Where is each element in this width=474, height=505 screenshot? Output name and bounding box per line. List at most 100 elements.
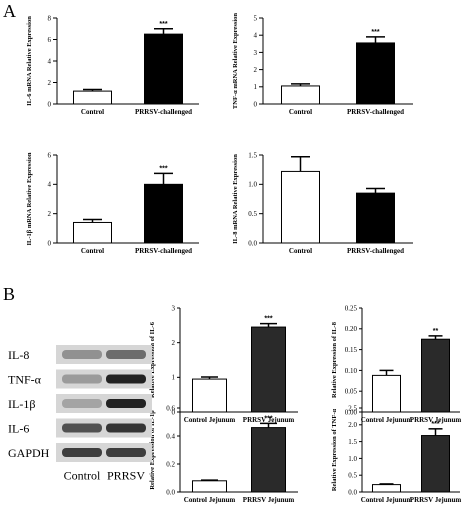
- blot-band: [106, 448, 146, 457]
- chart-il1b-jejunum: 0.0 0.2 0.4 0.6 Relative Expression of IL-1β…: [149, 404, 298, 504]
- blot-strip: [56, 345, 152, 364]
- significance-mark: ***: [159, 21, 167, 28]
- chart-il8-jejunum: 0.00 0.05 0.10 0.15 0.20 0.25 Relative Express…: [331, 304, 461, 424]
- blot-band: [62, 399, 102, 408]
- y-tick-label: 0: [48, 100, 52, 108]
- blot-row-label: GAPDH: [8, 446, 50, 460]
- category-label: PRRSV-challenged: [135, 247, 192, 255]
- bar: [372, 374, 401, 413]
- bar: [192, 378, 227, 413]
- blot-strip: [56, 394, 152, 413]
- y-tick-label: 2: [172, 339, 176, 347]
- western-blot: IL-8 TNF-α IL-1β IL-6 GAPDH Control PRRSV: [8, 345, 152, 483]
- y-axis-label: IL-8 mRNA Relative Expression: [232, 154, 239, 244]
- y-tick-label: 8: [48, 14, 52, 22]
- category-label: Control: [81, 247, 104, 255]
- category-label: PRRSV-challenged: [135, 108, 192, 116]
- significance-mark: **: [433, 328, 439, 335]
- y-tick-label: 2: [48, 79, 52, 87]
- y-axis-label: Relative Expression of TNF-α: [331, 408, 338, 491]
- chart-tnfa-jejunum: 0.0 0.5 1.0 1.5 2.0 2.5 Relative Expression of…: [331, 404, 461, 504]
- y-tick-label: 1: [254, 83, 258, 91]
- y-tick-label: 4: [254, 32, 258, 40]
- y-tick-label: 0.15: [345, 346, 358, 354]
- y-tick-label: 0.10: [345, 367, 358, 375]
- chart-il8-mrna: 0.0 0.5 1.0 1.5 IL-8 mRNA Relative Expressio…: [232, 151, 413, 255]
- blot-strip: [56, 369, 152, 389]
- blot-band: [106, 423, 146, 433]
- y-tick-label: 2.5: [348, 404, 357, 412]
- blot-band: [62, 423, 102, 433]
- y-tick-label: 2.0: [348, 421, 357, 429]
- bar: [356, 192, 395, 244]
- y-tick-label: 0.6: [166, 404, 175, 412]
- y-tick-label: 0.2: [166, 460, 175, 468]
- bar: [356, 42, 395, 105]
- y-tick-label: 4: [48, 181, 52, 189]
- blot-strip: [56, 443, 152, 462]
- panel-letter-b: B: [3, 284, 15, 304]
- chart-il1b-mrna: 0 2 4 6 IL-1β mRNA Relative Expression Contro…: [26, 151, 199, 255]
- significance-mark: ***: [264, 415, 272, 422]
- y-tick-label: 0.0: [248, 239, 257, 247]
- y-tick-label: 0.0: [166, 488, 175, 496]
- y-tick-label: 1.0: [348, 455, 357, 463]
- chart-il6-mrna: 0 2 4 6 8 IL-6 mRNA Relative Expression Contro…: [26, 14, 199, 116]
- chart-tnfa-mrna: 0 1 2 3 4 5 TNF-α mRNA Relative Expression Cont…: [232, 13, 413, 116]
- bar: [372, 484, 401, 493]
- blot-band: [106, 399, 146, 408]
- y-tick-label: 1.0: [248, 181, 257, 189]
- category-label: PRRSV Jejunum: [243, 496, 295, 504]
- category-label: Control: [289, 108, 312, 116]
- y-tick-label: 6: [48, 151, 52, 159]
- y-tick-label: 0: [48, 239, 52, 247]
- y-tick-label: 3: [172, 304, 176, 312]
- y-tick-label: 1.5: [248, 151, 257, 159]
- y-tick-label: 2: [48, 210, 52, 218]
- y-tick-label: 1: [172, 374, 176, 382]
- bar: [251, 326, 286, 413]
- bar: [251, 427, 286, 493]
- chart-il6-jejunum: 0 1 2 3 Relative Expression of IL-6 Control J…: [149, 304, 298, 424]
- category-label: PRRSV Jejunum: [410, 416, 462, 424]
- category-label: PRRSV Jejunum: [410, 496, 462, 504]
- blot-band: [62, 350, 102, 359]
- y-tick-label: 0.5: [248, 210, 257, 218]
- bar: [144, 33, 183, 105]
- category-label: PRRSV-challenged: [347, 108, 404, 116]
- bar: [73, 90, 112, 105]
- category-label: Control: [81, 108, 104, 116]
- significance-mark: ***: [264, 316, 272, 323]
- y-tick-label: 4: [48, 57, 52, 65]
- y-tick-label: 0.20: [345, 325, 358, 333]
- y-tick-label: 5: [254, 14, 258, 22]
- bar: [281, 85, 320, 105]
- blot-lane-label: Control: [64, 469, 101, 483]
- blot-lane-label: PRRSV: [107, 469, 145, 483]
- y-tick-label: 0: [254, 100, 258, 108]
- bar: [421, 338, 450, 413]
- blot-band: [62, 374, 102, 384]
- blot-row-label: IL-1β: [8, 397, 35, 411]
- bar: [421, 435, 450, 493]
- category-label: Control: [289, 247, 312, 255]
- category-label: Control Jejunum: [184, 496, 236, 504]
- category-label: Control Jejunum: [361, 496, 413, 504]
- y-tick-label: 0.0: [348, 488, 357, 496]
- blot-band: [62, 448, 102, 457]
- y-axis-label: IL-1β mRNA Relative Expression: [26, 152, 33, 245]
- y-axis-label: Relative Expression of IL-1β: [149, 410, 156, 490]
- blot-row-label: TNF-α: [8, 373, 42, 387]
- y-tick-label: 0: [172, 408, 176, 416]
- blot-row-label: IL-6: [8, 422, 29, 436]
- y-tick-label: 6: [48, 36, 52, 44]
- y-tick-label: 1.5: [348, 438, 357, 446]
- y-tick-label: 0.05: [345, 388, 358, 396]
- category-label: Control Jejunum: [361, 416, 413, 424]
- blot-band: [106, 350, 146, 359]
- blot-band: [106, 374, 146, 384]
- blot-strip: [56, 418, 152, 438]
- bar: [281, 170, 320, 244]
- y-tick-label: 2: [254, 66, 258, 74]
